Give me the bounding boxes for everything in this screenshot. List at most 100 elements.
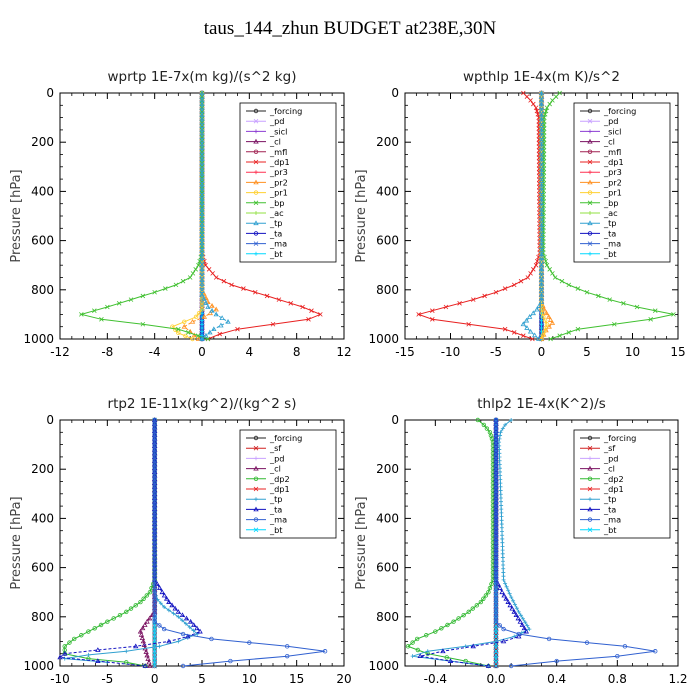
- legend-label: _dp1: [603, 157, 624, 167]
- legend-label: _cl: [603, 137, 615, 147]
- figure-title: taus_144_zhun BUDGET at238E,30N: [203, 18, 497, 39]
- y-tick-label: 200: [31, 462, 54, 476]
- legend-label: _bp: [269, 198, 285, 208]
- y-tick-label: 400: [31, 184, 54, 198]
- series-line: [171, 93, 203, 340]
- y-axis-label: Pressure [hPa]: [9, 169, 24, 262]
- y-tick-label: 400: [376, 184, 399, 198]
- legend-label: _ma: [269, 515, 287, 525]
- series-tp: [199, 90, 231, 341]
- x-tick-label: 15: [289, 672, 304, 686]
- x-tick-label: 4: [246, 345, 254, 359]
- legend-label: _tp: [269, 494, 283, 504]
- legend: _forcing_pd_sicl_cl_mfl_dp1_pr3_pr2_pr1_…: [239, 102, 337, 263]
- y-tick-label: 0: [391, 86, 399, 100]
- legend-label: _pd: [269, 116, 285, 126]
- legend-label: _ma: [603, 239, 621, 249]
- y-tick-label: 800: [31, 610, 54, 624]
- y-tick-label: 0: [46, 86, 54, 100]
- x-tick-label: 10: [242, 672, 257, 686]
- series-tp: [410, 418, 532, 668]
- series-ma: [152, 417, 328, 669]
- x-tick-label: 8: [293, 345, 301, 359]
- chart-panel-2: wpthlp 1E-4x(m K)/s^2 Pressure [hPa] 0 200 4…: [354, 69, 686, 359]
- legend-label: _pd: [603, 453, 619, 463]
- series-tp: [62, 418, 200, 665]
- y-tick-label: 1000: [23, 659, 54, 673]
- x-tick-label: -10: [441, 345, 461, 359]
- series-line: [64, 420, 199, 663]
- legend-label: _dp2: [269, 474, 290, 484]
- x-tick-label: -5: [101, 672, 113, 686]
- series-line: [412, 419, 531, 667]
- legend-label: _bt: [269, 525, 283, 535]
- chart-panel-4: thlp2 1E-4x(K^2)/s Pressure [hPa] 0 200 400 6…: [354, 396, 688, 686]
- series-line: [420, 420, 527, 667]
- chart-title: rtp2 1E-11x(kg^2)/(kg^2 s): [108, 396, 297, 412]
- legend-label: _cl: [269, 137, 281, 147]
- legend-label: _sicl: [269, 126, 287, 136]
- series-tp: [520, 90, 545, 341]
- legend: _forcing_pd_sicl_cl_mfl_dp1_pr3_pr2_pr1_…: [573, 102, 671, 263]
- series-line: [201, 93, 230, 340]
- series-line: [79, 93, 209, 340]
- legend-label: _ta: [603, 228, 616, 238]
- legend-label: _tp: [603, 494, 617, 504]
- x-tick-label: 5: [198, 672, 206, 686]
- y-tick-label: 800: [376, 610, 399, 624]
- legend-label: _pd: [603, 116, 619, 126]
- x-tick-label: 15: [670, 345, 685, 359]
- x-tick-label: 20: [336, 672, 351, 686]
- x-tick-label: 0.0: [486, 672, 505, 686]
- x-tick-label: -5: [490, 345, 502, 359]
- x-tick-label: 0.4: [547, 672, 566, 686]
- legend-label: _bt: [603, 249, 617, 259]
- y-tick-label: 800: [31, 283, 54, 297]
- chart-title: wpthlp 1E-4x(m K)/s^2: [463, 69, 620, 85]
- y-tick-label: 1000: [23, 332, 54, 346]
- legend-label: _tp: [603, 218, 617, 228]
- x-tick-label: -10: [50, 672, 70, 686]
- y-tick-label: 0: [46, 413, 54, 427]
- legend-label: _ta: [269, 504, 282, 514]
- legend-label: _cl: [269, 464, 281, 474]
- y-tick-label: 1000: [368, 332, 399, 346]
- y-tick-label: 600: [376, 561, 399, 575]
- y-tick-label: 400: [376, 511, 399, 525]
- legend-label: _sicl: [603, 126, 621, 136]
- legend-label: _pr3: [269, 167, 288, 177]
- legend-label: _pr1: [603, 188, 622, 198]
- x-tick-label: -15: [395, 345, 415, 359]
- y-tick-label: 400: [31, 511, 54, 525]
- legend-label: _bt: [269, 249, 283, 259]
- legend-label: _forcing: [269, 106, 302, 116]
- legend-label: _pr2: [603, 177, 622, 187]
- series-ta: [57, 417, 203, 668]
- legend-label: _ac: [269, 208, 284, 218]
- y-axis-label: Pressure [hPa]: [354, 496, 369, 589]
- y-tick-label: 0: [391, 413, 399, 427]
- legend-label: _pr2: [269, 177, 288, 187]
- chart-title: thlp2 1E-4x(K^2)/s: [477, 396, 606, 412]
- y-tick-label: 1000: [368, 659, 399, 673]
- chart-panel-3: rtp2 1E-11x(kg^2)/(kg^2 s) Pressure [hPa]…: [9, 396, 352, 686]
- legend-label: _pd: [269, 453, 285, 463]
- legend-label: _ac: [603, 208, 618, 218]
- legend: _forcing_sf_pd_cl_dp2_dp1_tp_ta_ma_bt: [573, 429, 671, 539]
- legend: _forcing_sf_pd_cl_dp2_dp1_tp_ta_ma_bt: [239, 429, 337, 539]
- legend-label: _tp: [269, 218, 283, 228]
- series-dp2: [62, 417, 157, 669]
- x-tick-label: 0: [151, 672, 159, 686]
- series-line: [407, 419, 494, 667]
- series-bp: [79, 90, 211, 342]
- legend-label: _dp1: [269, 157, 290, 167]
- x-tick-label: 12: [336, 345, 351, 359]
- x-tick-label: -4: [149, 345, 161, 359]
- series-ma: [493, 417, 658, 669]
- series-dp2: [405, 417, 496, 669]
- y-axis-label: Pressure [hPa]: [9, 496, 24, 589]
- legend-label: _ma: [269, 239, 287, 249]
- y-axis-label: Pressure [hPa]: [354, 169, 369, 262]
- legend-label: _sf: [269, 443, 282, 453]
